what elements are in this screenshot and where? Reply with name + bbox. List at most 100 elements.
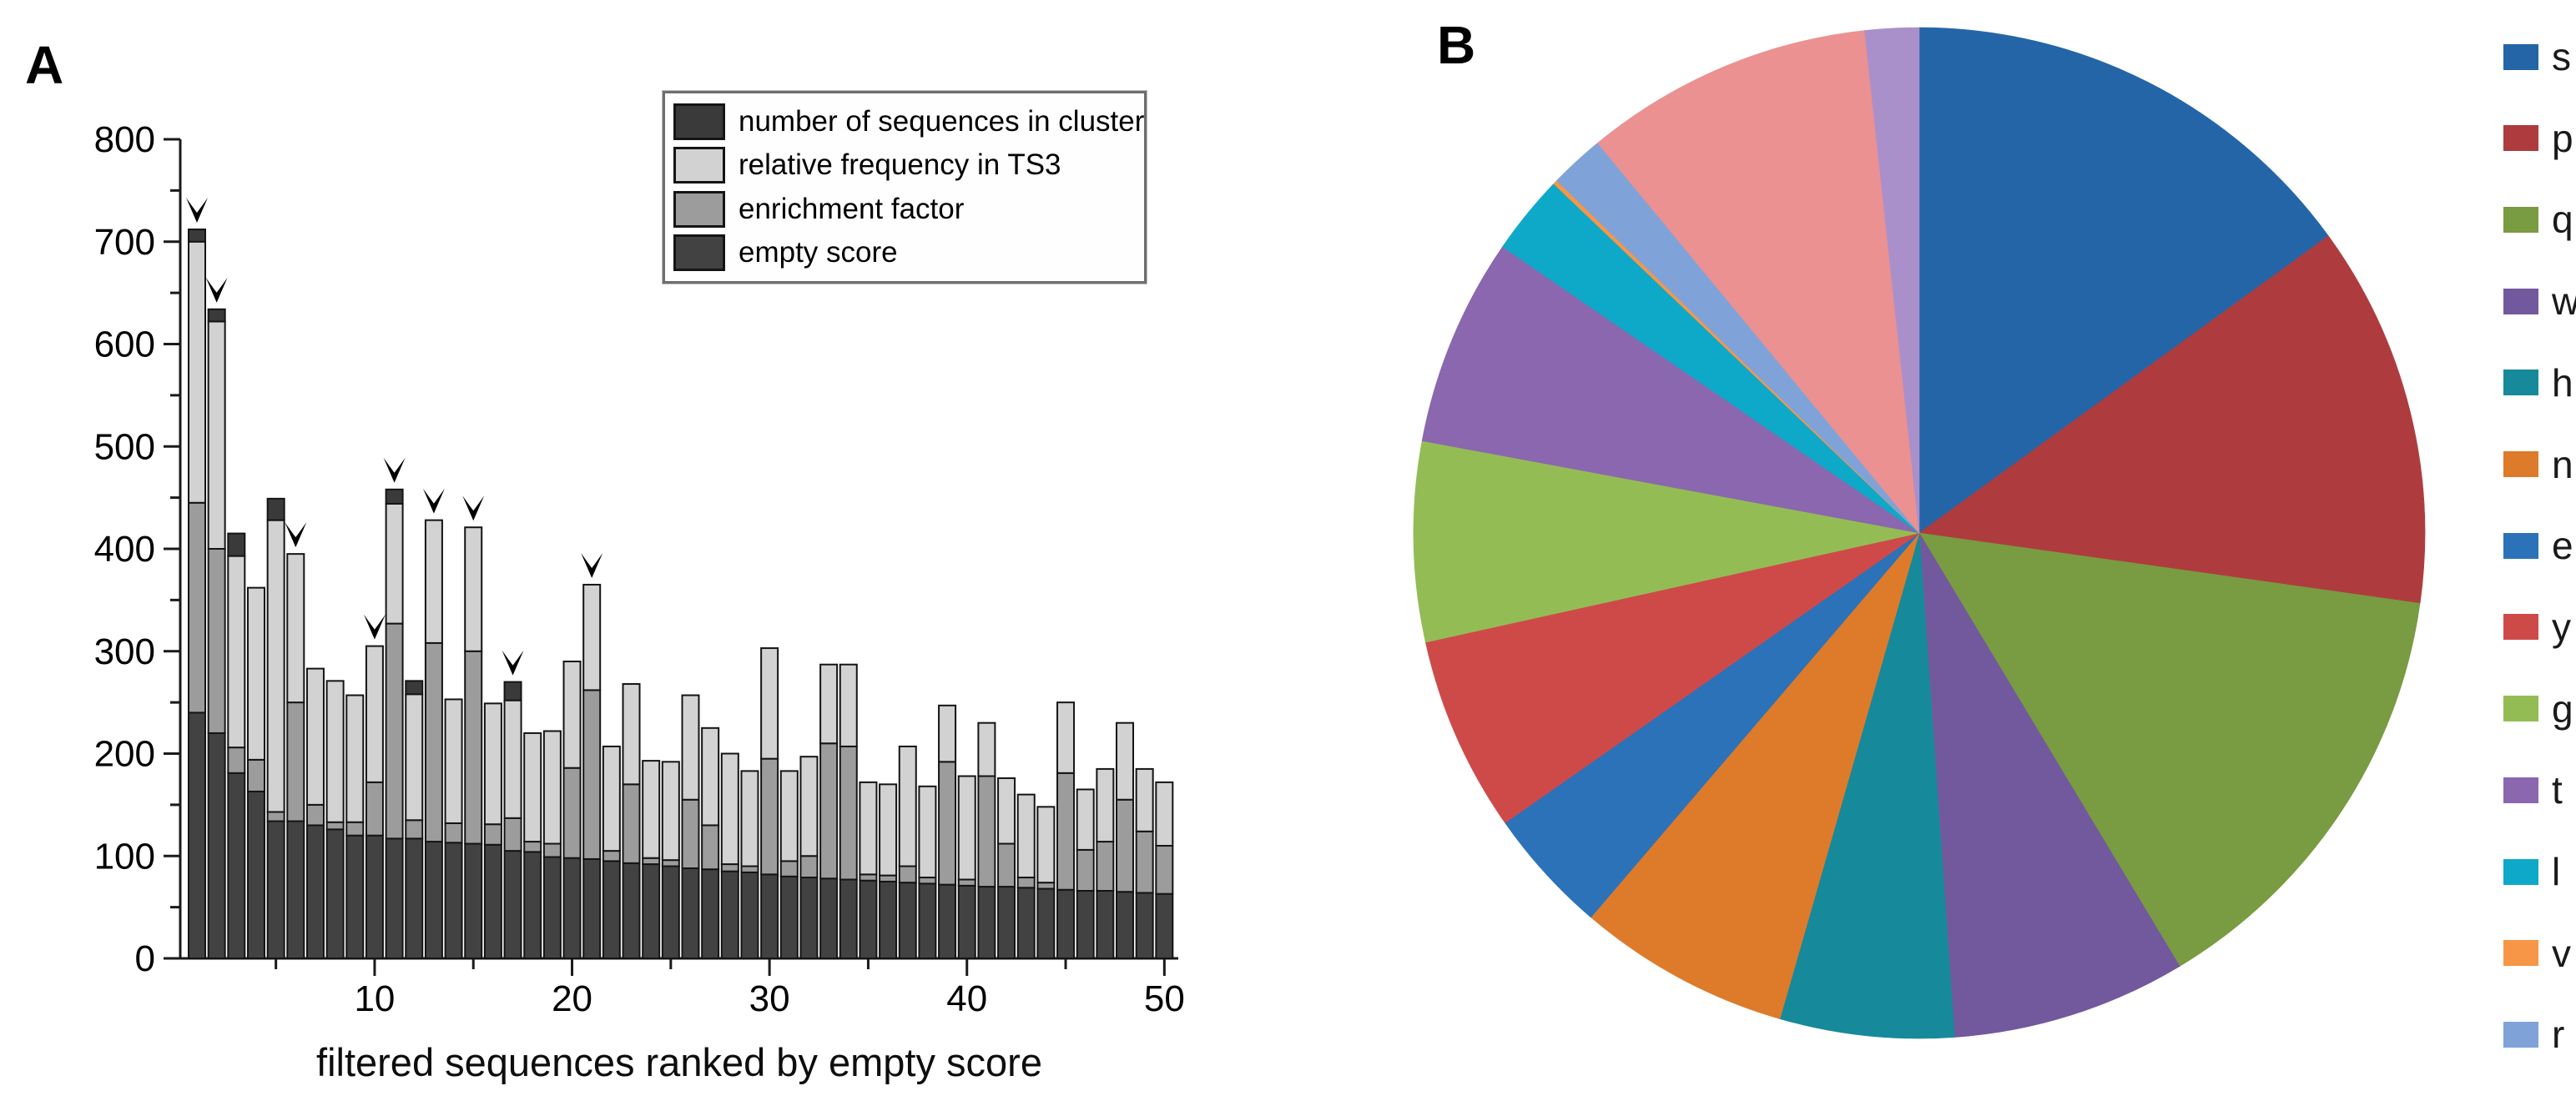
pie-legend-row-l: l xyxy=(2503,850,2561,893)
bar-rank-6 xyxy=(286,553,305,960)
bar-segment-relative-frequency-in-TS3 xyxy=(227,555,246,749)
bar-segment-relative-frequency-in-TS3 xyxy=(266,519,285,813)
bar-segment-empty-score xyxy=(898,882,917,960)
bar-segment-relative-frequency-in-TS3 xyxy=(582,583,602,691)
bar-segment-relative-frequency-in-TS3 xyxy=(839,663,858,747)
bar-segment-relative-frequency-in-TS3 xyxy=(325,680,345,823)
bar-segment-enrichment-factor xyxy=(819,742,839,880)
bar-segment-number-of-sequences-in-cluster xyxy=(227,532,246,557)
panel-b-letter: B xyxy=(1437,15,1476,75)
bar-segment-empty-score xyxy=(582,857,602,959)
bar-chart-x-axis-title: filtered sequences ranked by empty score xyxy=(316,1040,1042,1084)
bar-rank-39 xyxy=(938,704,957,959)
bar-rank-25 xyxy=(661,761,680,960)
pie-legend-row-v: v xyxy=(2503,931,2571,975)
pie-legend-swatch-l xyxy=(2503,858,2538,885)
bar-segment-enrichment-factor xyxy=(701,824,720,871)
bar-segment-empty-score xyxy=(602,860,621,959)
bar-segment-enrichment-factor xyxy=(444,822,463,844)
bar-segment-enrichment-factor xyxy=(898,865,917,884)
bar-segment-enrichment-factor xyxy=(582,689,602,860)
bar-rank-33 xyxy=(819,663,839,960)
bar-segment-empty-score xyxy=(1056,888,1076,959)
bar-segment-relative-frequency-in-TS3 xyxy=(779,770,799,862)
bar-segment-empty-score xyxy=(286,820,305,960)
pie-legend-label-l: l xyxy=(2552,850,2561,893)
bar-rank-17 xyxy=(503,681,522,959)
bar-segment-empty-score xyxy=(1036,887,1056,960)
bar-segment-empty-score xyxy=(1135,892,1154,959)
bar-legend-swatch xyxy=(673,190,725,228)
bar-segment-relative-frequency-in-TS3 xyxy=(1036,806,1056,884)
bar-segment-empty-score xyxy=(227,772,246,960)
bar-segment-empty-score xyxy=(918,882,937,959)
bar-segment-empty-score xyxy=(839,878,858,960)
bar-segment-empty-score xyxy=(523,851,542,960)
bar-segment-enrichment-factor xyxy=(859,873,878,882)
bar-segment-empty-score xyxy=(325,828,345,960)
bar-segment-relative-frequency-in-TS3 xyxy=(483,702,502,826)
bar-segment-empty-score xyxy=(365,834,384,960)
pie-slice-n xyxy=(1590,532,1920,1019)
stacked-bar-chart: 0 100 200 300 400 500 600 700 800 10 20 30 40 50 xyxy=(94,119,1185,1019)
bar-segment-relative-frequency-in-TS3 xyxy=(424,519,443,644)
bar-segment-relative-frequency-in-TS3 xyxy=(523,731,542,843)
bar-segment-number-of-sequences-in-cluster xyxy=(266,497,285,521)
bar-legend-swatch xyxy=(673,103,725,141)
arrow-marker-rank-15 xyxy=(462,495,485,521)
bar-segment-enrichment-factor xyxy=(760,757,779,876)
bar-segment-relative-frequency-in-TS3 xyxy=(1056,701,1076,774)
bar-rank-14 xyxy=(444,698,463,959)
bar-rank-49 xyxy=(1135,767,1154,959)
bar-segment-relative-frequency-in-TS3 xyxy=(997,777,1016,845)
y-tick-label: 300 xyxy=(94,631,155,672)
pie-slice-unlabeled-13 xyxy=(1597,30,1920,534)
panel-a-letter: A xyxy=(25,35,64,95)
bar-segment-empty-score xyxy=(305,824,325,959)
pie-legend-label-h: h xyxy=(2552,360,2573,405)
bar-rank-29 xyxy=(740,770,759,960)
bar-rank-27 xyxy=(701,726,720,960)
bar-segment-empty-score xyxy=(642,863,661,959)
y-tick-label: 0 xyxy=(135,938,155,979)
pie-slice-w xyxy=(1918,532,2180,1038)
bar-rank-30 xyxy=(760,647,779,959)
bar-segment-empty-score xyxy=(720,870,739,959)
pie-legend-label-s: s xyxy=(2552,35,2571,78)
bar-rank-40 xyxy=(957,775,976,960)
pie-legend-label-v: v xyxy=(2552,931,2571,975)
bar-segment-enrichment-factor xyxy=(286,701,305,822)
pie-legend-label-r: r xyxy=(2552,1013,2565,1057)
bar-segment-relative-frequency-in-TS3 xyxy=(1076,788,1095,851)
bar-rank-22 xyxy=(602,745,621,959)
bar-rank-28 xyxy=(720,752,739,959)
bar-legend-swatch xyxy=(673,234,725,271)
pie-legend-swatch-r xyxy=(2503,1021,2538,1048)
bar-segment-relative-frequency-in-TS3 xyxy=(760,647,779,760)
bar-segment-enrichment-factor xyxy=(779,860,799,877)
bar-segment-enrichment-factor xyxy=(266,811,285,822)
pie-legend-row-w: w xyxy=(2503,282,2576,320)
bar-segment-empty-score xyxy=(957,884,976,960)
x-tick-label: 10 xyxy=(354,978,395,1019)
bar-segment-empty-score xyxy=(385,837,404,959)
bar-rank-44 xyxy=(1036,806,1056,960)
bar-segment-number-of-sequences-in-cluster xyxy=(405,680,424,696)
bar-segment-enrichment-factor xyxy=(464,650,483,845)
bar-segment-enrichment-factor xyxy=(681,798,700,869)
bar-segment-relative-frequency-in-TS3 xyxy=(859,781,878,876)
bar-segment-enrichment-factor xyxy=(839,745,858,881)
y-tick-label: 700 xyxy=(94,222,155,263)
bar-rank-48 xyxy=(1116,721,1135,960)
bar-segment-relative-frequency-in-TS3 xyxy=(345,694,365,823)
bar-segment-relative-frequency-in-TS3 xyxy=(977,721,996,777)
bar-segment-enrichment-factor xyxy=(938,761,957,886)
bar-rank-11 xyxy=(385,488,404,959)
y-tick-label: 200 xyxy=(94,734,155,775)
bar-segment-enrichment-factor xyxy=(503,817,522,852)
bar-rank-4 xyxy=(246,586,265,959)
bar-segment-relative-frequency-in-TS3 xyxy=(681,694,700,801)
bar-segment-relative-frequency-in-TS3 xyxy=(898,745,917,867)
bar-segment-enrichment-factor xyxy=(977,775,996,888)
pie-legend-row-y: y xyxy=(2503,608,2571,646)
